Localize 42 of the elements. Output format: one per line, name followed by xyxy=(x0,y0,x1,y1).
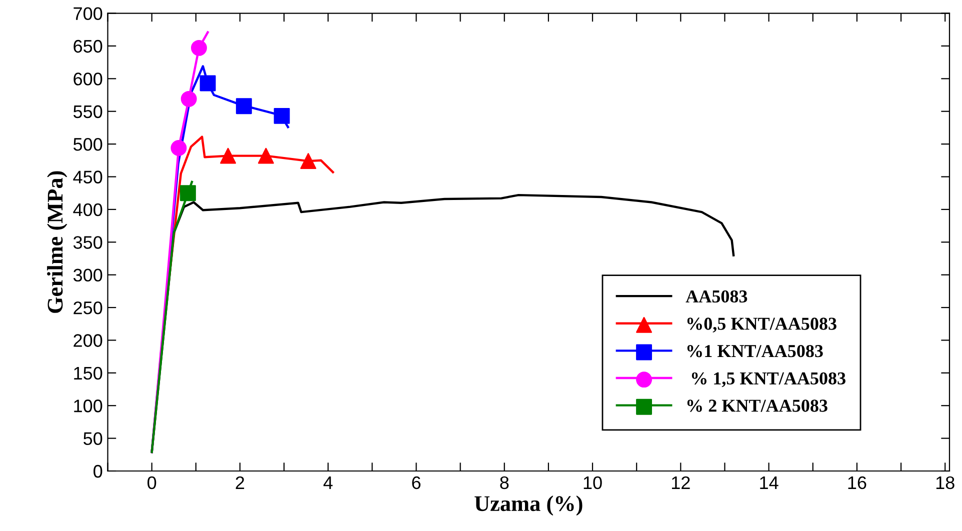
x-tick-label: 2 xyxy=(236,476,244,489)
legend-label: %0,5 KNT/AA5083 xyxy=(687,318,836,332)
x-tick-label: 6 xyxy=(412,476,420,490)
y-axis-title: Gerilme (MPa) xyxy=(47,171,68,313)
y-tick-label: 650 xyxy=(74,40,102,53)
y-tick-label: 400 xyxy=(73,203,102,216)
y-tick-label: 100 xyxy=(74,400,102,412)
legend-label: AA5083 xyxy=(686,290,748,303)
point xyxy=(300,153,316,170)
y-tick-label: 550 xyxy=(73,105,102,118)
y-tick-label: 450 xyxy=(73,170,102,184)
x-axis-title: Uzama (%) xyxy=(474,495,582,516)
point xyxy=(236,98,252,114)
point xyxy=(258,148,274,164)
y-tick-label: 0 xyxy=(94,464,102,478)
x-tick-label: 4 xyxy=(323,476,333,489)
x-tick-label: 12 xyxy=(672,476,690,489)
y-tick-label: 300 xyxy=(73,268,102,282)
x-tick-label: 10 xyxy=(584,476,602,490)
point xyxy=(180,90,197,107)
point xyxy=(274,108,290,124)
y-tick-label: 150 xyxy=(74,366,102,380)
legend-label: % 1,5 KNT/AA5083 xyxy=(692,372,846,388)
y-tick-label: 700 xyxy=(74,7,102,20)
legend-label: % 2 KNT/AA5083 xyxy=(687,400,828,412)
y-tick-label: 250 xyxy=(74,301,102,314)
point xyxy=(170,140,187,156)
y-tick-label: 200 xyxy=(74,334,102,347)
point xyxy=(180,185,196,202)
point xyxy=(200,75,216,92)
legend-label: %1 KNT/AA5083 xyxy=(687,344,823,358)
x-tick-label: 16 xyxy=(848,476,866,490)
x-tick-label: 8 xyxy=(500,476,509,490)
x-tick-label: 18 xyxy=(936,476,954,490)
y-tick-label: 350 xyxy=(73,236,102,249)
point xyxy=(190,40,207,56)
y-tick-label: 500 xyxy=(73,138,102,151)
y-tick-label: 50 xyxy=(84,432,102,446)
y-tick-label: 600 xyxy=(74,72,102,86)
x-tick-label: 0 xyxy=(148,476,156,490)
point xyxy=(220,148,236,164)
x-tick-label: 14 xyxy=(760,476,778,489)
